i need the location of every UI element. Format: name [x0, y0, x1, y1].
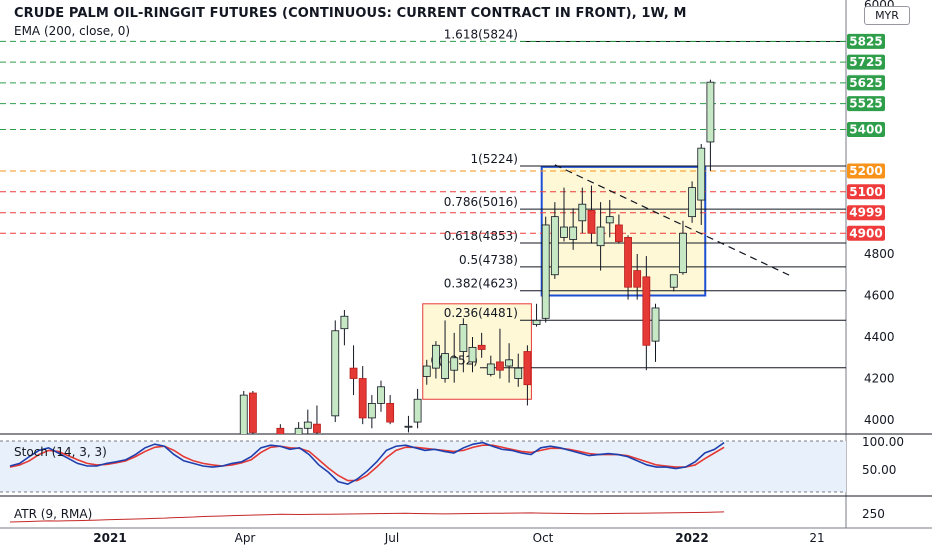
candle-body [550, 216, 559, 276]
fib-level-label: 1.618(5824) [444, 28, 518, 42]
price-tick-label: 4400 [864, 330, 895, 344]
atr-legend: ATR (9, RMA) [14, 507, 92, 521]
fib-level-label: 0.786(5016) [444, 195, 518, 209]
candle-body [349, 367, 358, 379]
candle-body [477, 344, 486, 350]
candle-body [486, 363, 495, 375]
candle-body [669, 274, 678, 288]
candle-body [313, 423, 321, 433]
candle-body [468, 346, 477, 363]
candle-body [505, 359, 514, 367]
price-level-label: 4999 [849, 206, 882, 220]
fib-level-label: 0.236(4481) [444, 306, 518, 320]
candle-body [340, 315, 349, 330]
price-level-badge [847, 33, 885, 49]
candle-body [404, 425, 413, 428]
candle-body [496, 361, 504, 371]
candle-body [377, 386, 385, 404]
fib-level-label: 0.5(4738) [459, 253, 518, 267]
candle-body [431, 344, 440, 369]
candle-body [523, 351, 532, 386]
candle-body [615, 224, 623, 242]
fib-level-label: 0.382(4623) [444, 277, 518, 291]
candle-body [358, 378, 367, 419]
fib-level-label: 0.618(4853) [444, 229, 518, 243]
price-level-badge [847, 122, 885, 137]
price-level-badge [847, 225, 885, 241]
chart-title: CRUDE PALM OIL-RINGGIT FUTURES (CONTINUO… [14, 6, 687, 21]
fib-level-label: 1(5224) [470, 152, 518, 166]
price-level-label: 5625 [849, 76, 882, 90]
candle-body [294, 427, 303, 434]
candle-body [413, 398, 422, 423]
candle-body [560, 226, 568, 238]
price-tick-label: 4600 [864, 289, 895, 303]
candle-body [578, 203, 587, 222]
candle-body [642, 276, 651, 346]
atr-tick-label: 250 [862, 507, 885, 521]
candle-body [532, 319, 541, 325]
time-tick-label: 2022 [675, 531, 708, 545]
candle-body [633, 270, 642, 288]
price-level-badge [847, 163, 885, 179]
candle-body [587, 210, 596, 234]
candle-body [697, 147, 706, 201]
time-tick-label: 2021 [93, 531, 126, 545]
candle-body [276, 427, 285, 434]
price-level-label: 5825 [849, 34, 882, 48]
time-tick-label: Apr [235, 531, 256, 545]
stoch-legend: Stoch (14, 3, 3) [14, 445, 107, 459]
candle-body [596, 226, 605, 247]
candle-body [514, 367, 523, 379]
candle-body [706, 81, 715, 143]
price-level-label: 4900 [849, 226, 882, 240]
price-level-label: 5400 [849, 123, 882, 137]
time-tick-label: 21 [809, 531, 824, 545]
price-level-badge [847, 54, 885, 70]
candle-body [679, 232, 687, 274]
candle-body [331, 330, 340, 417]
candle-body [605, 216, 614, 224]
candle-body [248, 392, 257, 433]
time-tick-label: Oct [533, 531, 554, 545]
indicator-legend-ema[interactable]: EMA (200, close, 0) [14, 24, 131, 38]
stoch-k-line [9, 441, 725, 486]
candle-body [303, 421, 312, 429]
candle-body [450, 357, 459, 371]
stoch-tick-label: 100.00 [862, 435, 904, 449]
candle-body [239, 394, 248, 434]
zone-rectangle [422, 303, 532, 400]
candles-group [239, 79, 715, 434]
price-tick-label: 4800 [864, 247, 895, 261]
zone-rectangle [540, 165, 707, 297]
trendline [554, 164, 794, 278]
candle-body [624, 236, 632, 288]
currency-badge[interactable]: MYR [864, 6, 910, 25]
candle-body [386, 402, 395, 423]
price-level-badge [847, 205, 885, 221]
price-level-label: 5725 [849, 55, 882, 69]
candle-body [688, 187, 696, 218]
price-level-label: 5200 [849, 164, 882, 178]
price-tick-label: 4000 [864, 413, 895, 427]
price-tick-label: 4200 [864, 372, 895, 386]
time-tick-label: Jul [384, 531, 399, 545]
price-level-label: 5525 [849, 97, 882, 111]
candle-body [441, 353, 449, 379]
stoch-tick-label: 50.00 [862, 463, 896, 477]
price-level-badge [847, 75, 885, 91]
candle-body [541, 224, 550, 319]
price-level-badge [847, 184, 885, 200]
candle-body [367, 402, 376, 419]
price-level-badge [847, 96, 885, 112]
candle-body [569, 226, 578, 240]
atr-line [9, 511, 725, 523]
candle-body [422, 365, 431, 377]
candle-body [459, 324, 468, 352]
price-level-label: 5100 [849, 185, 882, 199]
candle-body [651, 307, 660, 342]
